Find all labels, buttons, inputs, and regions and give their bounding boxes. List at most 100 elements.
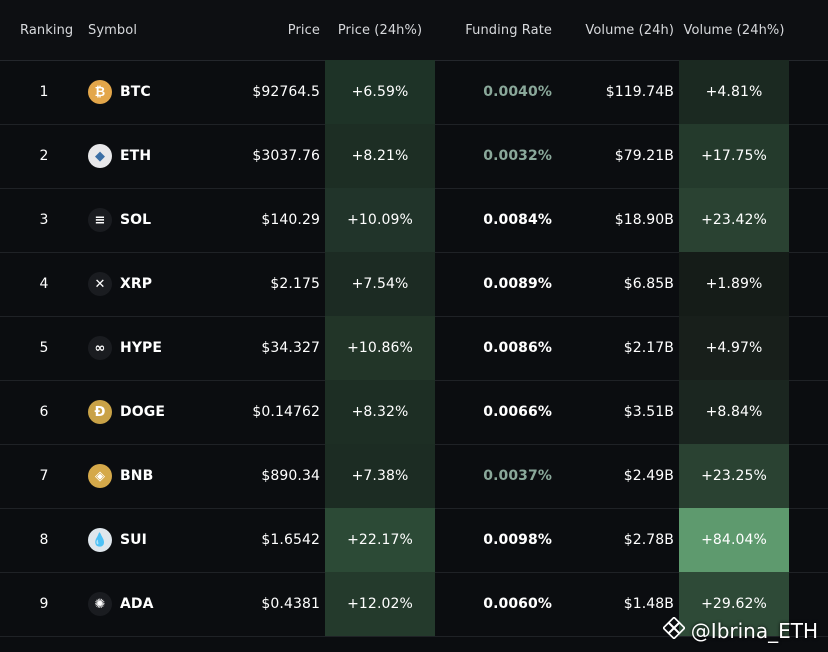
header-symbol[interactable]: Symbol: [88, 22, 138, 38]
symbol-name: DOGE: [120, 404, 165, 420]
symbol-name: ADA: [120, 596, 154, 612]
symbol-cell[interactable]: ◆ ETH: [88, 124, 248, 188]
rank-cell: 6: [39, 404, 49, 420]
symbol-cell[interactable]: ≡ SOL: [88, 188, 248, 252]
price-change-cell: +8.32%: [325, 380, 435, 444]
volume-cell: $2.49B: [623, 468, 674, 484]
header-price-change[interactable]: Price (24h%): [337, 22, 423, 38]
header-volume-change[interactable]: Volume (24h%): [683, 22, 785, 38]
table-row[interactable]: 9 ✺ ADA $0.4381 +12.02% 0.0060% $1.48B +29.62%: [0, 572, 828, 637]
rank-cell: 3: [39, 212, 49, 228]
symbol-name: BTC: [120, 84, 151, 100]
volume-change-cell: +1.89%: [679, 252, 789, 316]
price-change-cell: +6.59%: [325, 60, 435, 124]
table-row[interactable]: 6 Ð DOGE $0.14762 +8.32% 0.0066% $3.51B +8.84%: [0, 380, 828, 445]
volume-cell: $18.90B: [614, 212, 674, 228]
funding-rate-cell: 0.0032%: [483, 148, 552, 164]
rank-cell: 8: [39, 532, 49, 548]
funding-rate-cell: 0.0060%: [483, 596, 552, 612]
rank-cell: 5: [39, 340, 49, 356]
rank-cell: 4: [39, 276, 49, 292]
symbol-cell[interactable]: 💧 SUI: [88, 508, 248, 572]
table-header: Ranking Symbol Price Price (24h%) Fundin…: [0, 0, 828, 61]
xrp-icon: ✕: [88, 272, 112, 296]
price-cell: $92764.5: [252, 84, 320, 100]
funding-rate-cell: 0.0066%: [483, 404, 552, 420]
watermark-handle: @Ibrina_ETH: [690, 618, 818, 643]
price-change-cell: +12.02%: [325, 572, 435, 636]
symbol-name: XRP: [120, 276, 153, 292]
symbol-cell[interactable]: ✕ XRP: [88, 252, 248, 316]
price-change-cell: +8.21%: [325, 124, 435, 188]
price-cell: $0.14762: [252, 404, 320, 420]
volume-change-cell: +23.25%: [679, 444, 789, 508]
volume-change-cell: +29.62%: [679, 572, 789, 636]
rank-cell: 9: [39, 596, 49, 612]
price-change-cell: +7.54%: [325, 252, 435, 316]
price-change-cell: +7.38%: [325, 444, 435, 508]
table-row[interactable]: 2 ◆ ETH $3037.76 +8.21% 0.0032% $79.21B +17.75%: [0, 124, 828, 189]
table-row[interactable]: 5 ∞ HYPE $34.327 +10.86% 0.0086% $2.17B +4.97%: [0, 316, 828, 381]
volume-change-cell: +84.04%: [679, 508, 789, 572]
funding-rate-cell: 0.0086%: [483, 340, 552, 356]
table-row[interactable]: 8 💧 SUI $1.6542 +22.17% 0.0098% $2.78B +84.04%: [0, 508, 828, 573]
volume-cell: $2.17B: [623, 340, 674, 356]
header-funding-rate[interactable]: Funding Rate: [465, 22, 552, 38]
rank-cell: 2: [39, 148, 49, 164]
price-change-cell: +22.17%: [325, 508, 435, 572]
volume-cell: $2.78B: [623, 532, 674, 548]
table-row[interactable]: 7 ◈ BNB $890.34 +7.38% 0.0037% $2.49B +23.25%: [0, 444, 828, 509]
volume-cell: $119.74B: [605, 84, 674, 100]
symbol-name: SUI: [120, 532, 147, 548]
price-cell: $0.4381: [261, 596, 320, 612]
funding-rate-cell: 0.0037%: [483, 468, 552, 484]
solana-icon: ≡: [88, 208, 112, 232]
sui-icon: 💧: [88, 528, 112, 552]
symbol-cell[interactable]: Ð DOGE: [88, 380, 248, 444]
symbol-name: HYPE: [120, 340, 163, 356]
volume-cell: $6.85B: [623, 276, 674, 292]
hyperliquid-icon: ∞: [88, 336, 112, 360]
symbol-name: BNB: [120, 468, 154, 484]
binance-square-logo: [661, 616, 686, 644]
rank-cell: 7: [39, 468, 49, 484]
rank-cell: 1: [39, 84, 49, 100]
symbol-name: ETH: [120, 148, 152, 164]
price-change-cell: +10.86%: [325, 316, 435, 380]
symbol-cell[interactable]: ∞ HYPE: [88, 316, 248, 380]
symbol-cell[interactable]: ◈ BNB: [88, 444, 248, 508]
price-cell: $890.34: [261, 468, 320, 484]
header-ranking[interactable]: Ranking: [20, 22, 74, 38]
table-row[interactable]: 4 ✕ XRP $2.175 +7.54% 0.0089% $6.85B +1.89%: [0, 252, 828, 317]
table-row[interactable]: 3 ≡ SOL $140.29 +10.09% 0.0084% $18.90B +23.42%: [0, 188, 828, 253]
table-row[interactable]: 1 ₿ BTC $92764.5 +6.59% 0.0040% $119.74B +4.81%: [0, 60, 828, 125]
price-cell: $3037.76: [252, 148, 320, 164]
price-change-cell: +10.09%: [325, 188, 435, 252]
volume-change-cell: +23.42%: [679, 188, 789, 252]
price-cell: $2.175: [270, 276, 320, 292]
watermark: @Ibrina_ETH: [661, 616, 818, 644]
volume-change-cell: +4.97%: [679, 316, 789, 380]
volume-change-cell: +8.84%: [679, 380, 789, 444]
funding-rate-cell: 0.0089%: [483, 276, 552, 292]
cardano-icon: ✺: [88, 592, 112, 616]
dogecoin-icon: Ð: [88, 400, 112, 424]
symbol-cell[interactable]: ✺ ADA: [88, 572, 248, 636]
volume-change-cell: +4.81%: [679, 60, 789, 124]
volume-cell: $79.21B: [614, 148, 674, 164]
price-cell: $140.29: [261, 212, 320, 228]
symbol-name: SOL: [120, 212, 152, 228]
funding-rate-cell: 0.0098%: [483, 532, 552, 548]
symbol-cell[interactable]: ₿ BTC: [88, 60, 248, 124]
volume-change-cell: +17.75%: [679, 124, 789, 188]
price-cell: $1.6542: [261, 532, 320, 548]
price-cell: $34.327: [261, 340, 320, 356]
ethereum-icon: ◆: [88, 144, 112, 168]
header-price[interactable]: Price: [287, 22, 320, 38]
funding-rate-cell: 0.0084%: [483, 212, 552, 228]
volume-cell: $1.48B: [623, 596, 674, 612]
bitcoin-icon: ₿: [88, 80, 112, 104]
header-volume[interactable]: Volume (24h): [585, 22, 674, 38]
bnb-icon: ◈: [88, 464, 112, 488]
